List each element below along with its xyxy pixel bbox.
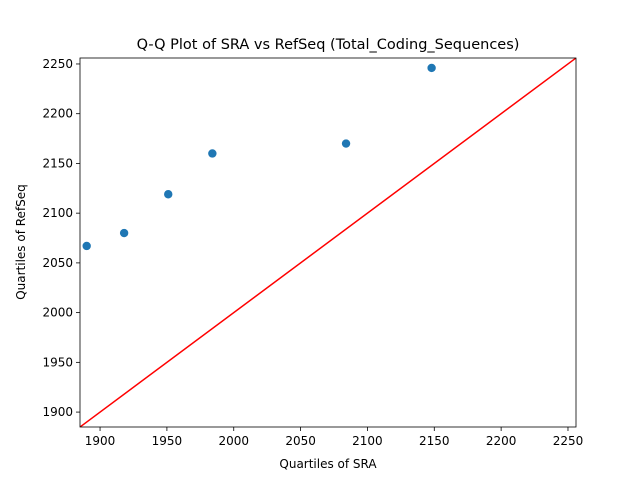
plot-area (79, 57, 577, 428)
x-tick-label: 2050 (285, 434, 316, 448)
data-point-5 (341, 139, 351, 148)
y-tick-label: 2000 (42, 306, 73, 320)
reference-line (80, 58, 576, 427)
plot-frame (79, 57, 577, 428)
x-tick-label: 2150 (419, 434, 450, 448)
y-tick-label: 2150 (42, 156, 73, 170)
chart-title: Q-Q Plot of SRA vs RefSeq (Total_Coding_… (137, 37, 520, 53)
data-point-4 (208, 149, 217, 158)
x-axis: 1900 1950 2000 2050 2100 2150 2200 2250 (85, 427, 583, 448)
x-tick-label: 1900 (85, 434, 116, 448)
x-tick-label: 2000 (218, 434, 249, 448)
y-tick-label: 2200 (42, 107, 73, 121)
data-point-3 (164, 190, 173, 199)
y-tick-label: 2100 (42, 206, 73, 220)
x-tick-label: 2200 (486, 434, 517, 448)
data-point-2 (119, 228, 129, 238)
x-tick-label: 2100 (352, 434, 383, 448)
y-axis-label: Quartiles of RefSeq (14, 184, 28, 300)
x-tick-label: 2250 (553, 434, 584, 448)
y-axis: 1900 1950 2000 2050 2100 2150 2200 2250 (42, 57, 80, 419)
x-axis-label: Quartiles of SRA (279, 457, 377, 471)
y-tick-label: 1900 (42, 405, 73, 419)
y-tick-label: 2250 (42, 57, 73, 71)
data-point-6 (427, 63, 436, 73)
y-tick-label: 2050 (42, 256, 73, 270)
x-tick-label: 1950 (152, 434, 183, 448)
y-tick-label: 1950 (42, 355, 73, 369)
data-point-1 (82, 241, 91, 251)
